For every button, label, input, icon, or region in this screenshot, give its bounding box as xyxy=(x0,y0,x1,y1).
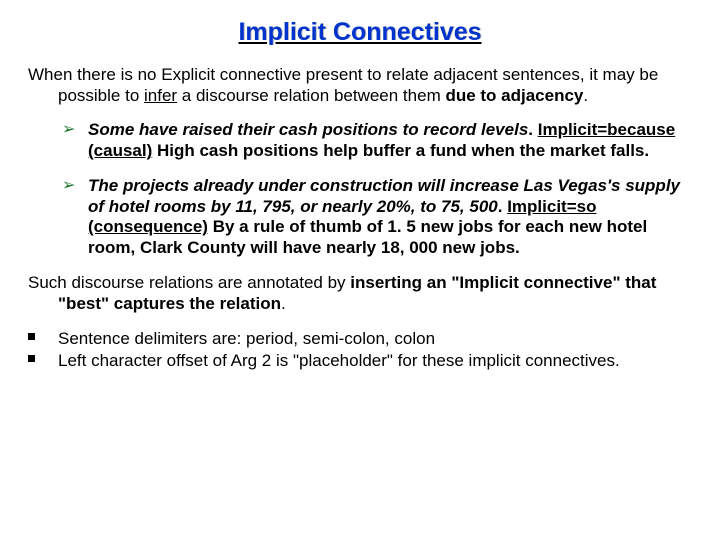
title-text: Implicit Connectives xyxy=(238,18,481,46)
square-item-text: Sentence delimiters are: period, semi-co… xyxy=(58,329,435,348)
example-segment: . xyxy=(498,197,507,216)
examples-list: ➢ Some have raised their cash positions t… xyxy=(62,120,692,258)
intro-infer: infer xyxy=(144,86,177,105)
example-item: ➢The projects already under construction… xyxy=(62,176,692,259)
square-item: Sentence delimiters are: period, semi-co… xyxy=(28,328,692,349)
intro-paragraph: When there is no Explicit connective pre… xyxy=(28,65,692,106)
intro-mid: a discourse relation between them xyxy=(177,86,445,105)
square-item-text: Left character offset of Arg 2 is "place… xyxy=(58,351,620,370)
square-list: Sentence delimiters are: period, semi-co… xyxy=(28,328,692,371)
example-segment: High cash positions help buffer a fund w… xyxy=(152,141,649,160)
example-segment: Some have raised their cash positions to… xyxy=(88,120,528,139)
intro-post: . xyxy=(583,86,588,105)
slide-title: Implicit Connectives Implicit Connective… xyxy=(28,18,692,47)
square-icon xyxy=(28,355,35,362)
example-segment: . xyxy=(528,120,537,139)
outro-paragraph: Such discourse relations are annotated b… xyxy=(28,273,692,314)
intro-due: due to adjacency xyxy=(445,86,583,105)
square-item: Left character offset of Arg 2 is "place… xyxy=(28,350,692,371)
arrow-icon: ➢ xyxy=(62,176,75,196)
outro-pre: Such discourse relations are annotated b… xyxy=(28,273,350,292)
square-icon xyxy=(28,333,35,340)
example-item: ➢ Some have raised their cash positions t… xyxy=(62,120,692,161)
arrow-icon: ➢ xyxy=(62,120,75,140)
outro-post: . xyxy=(281,294,286,313)
